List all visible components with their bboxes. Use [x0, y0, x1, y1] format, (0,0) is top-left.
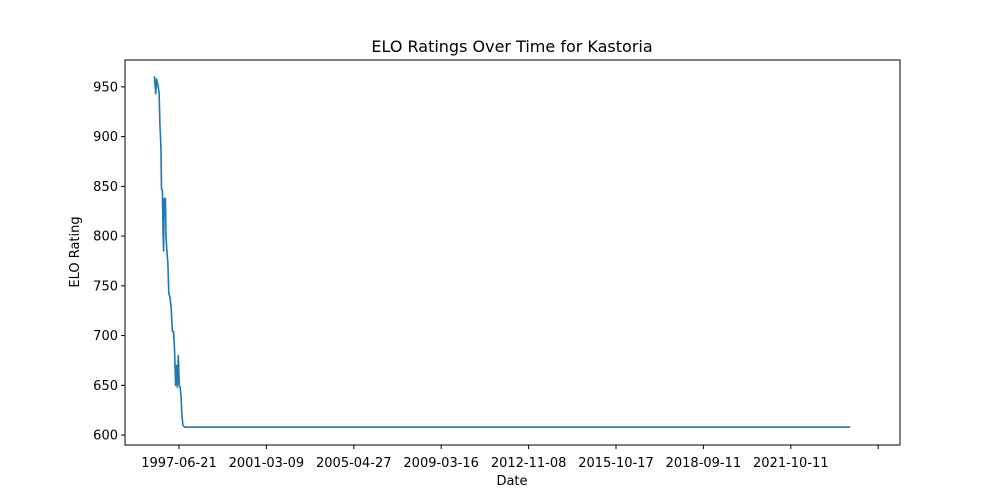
y-tick-label: 700 [93, 329, 118, 344]
y-tick-label: 900 [93, 130, 118, 145]
y-axis-label: ELO Rating [68, 216, 83, 287]
x-tick-label: 2018-09-11 [666, 456, 742, 471]
x-axis: 1997-06-21 2001-03-09 2005-04-27 2009-03-16… [141, 445, 879, 471]
y-tick-label: 750 [93, 279, 118, 294]
y-tick-label: 950 [93, 80, 118, 95]
x-tick-label: 2001-03-09 [229, 456, 305, 471]
x-tick-label: 2021-10-11 [753, 456, 829, 471]
x-axis-label: Date [496, 474, 527, 489]
x-tick-label: 2012-11-08 [491, 456, 567, 471]
y-axis: 600 650 700 750 800 850 900 950 [93, 80, 125, 444]
y-tick-label: 600 [93, 429, 118, 444]
x-tick-label: 2015-10-17 [578, 456, 654, 471]
x-tick-label: 1997-06-21 [141, 456, 217, 471]
x-tick-label: 2009-03-16 [403, 456, 479, 471]
y-tick-label: 850 [93, 180, 118, 195]
x-tick-label: 2005-04-27 [316, 456, 392, 471]
y-tick-label: 650 [93, 379, 118, 394]
y-tick-label: 800 [93, 230, 118, 245]
chart-title: ELO Ratings Over Time for Kastoria [371, 37, 652, 56]
series-layer [153, 76, 851, 428]
plot-area [124, 59, 901, 446]
series-line [153, 76, 851, 428]
